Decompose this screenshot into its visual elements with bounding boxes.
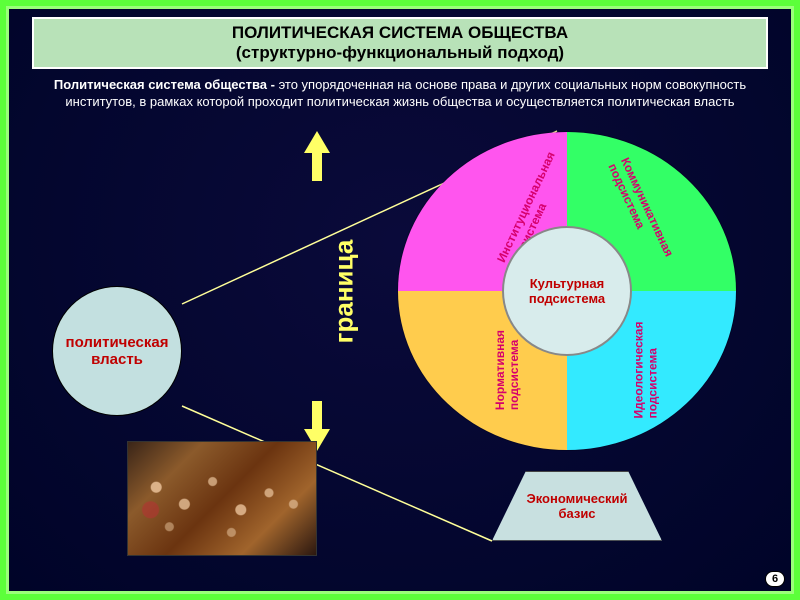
slide-header: ПОЛИТИЧЕСКАЯ СИСТЕМА ОБЩЕСТВА (структурн… xyxy=(32,17,768,69)
economic-base-trapezoid: Экономический базис xyxy=(492,471,662,541)
left-circle-line1: политическая xyxy=(66,334,169,351)
political-power-circle: политическая власть xyxy=(52,286,182,416)
center-line1: Культурная xyxy=(529,276,605,291)
label-normative: Нормативная подсистема xyxy=(493,330,521,410)
center-line2: подсистема xyxy=(529,291,605,306)
left-circle-line2: власть xyxy=(66,351,169,368)
diagram-area: политическая власть граница Инст xyxy=(17,111,783,571)
inner-frame: ПОЛИТИЧЕСКАЯ СИСТЕМА ОБЩЕСТВА (структурн… xyxy=(6,6,794,594)
header-line2: (структурно-функциональный подход) xyxy=(34,43,766,63)
page-number: 6 xyxy=(765,571,785,587)
label-ideological: Идеологическая подсистема xyxy=(631,321,659,418)
definition-bold: Политическая система общества - xyxy=(54,77,279,92)
arrow-up-icon xyxy=(302,131,332,186)
subsystems-diagram: Институциональная подсистема Коммуникати… xyxy=(387,121,747,461)
boundary-label: граница xyxy=(328,239,359,343)
base-line2: базис xyxy=(526,506,627,521)
crowd-photo-placeholder xyxy=(127,441,317,556)
outer-frame: ПОЛИТИЧЕСКАЯ СИСТЕМА ОБЩЕСТВА (структурн… xyxy=(0,0,800,600)
header-line1: ПОЛИТИЧЕСКАЯ СИСТЕМА ОБЩЕСТВА xyxy=(34,23,766,43)
definition-text: Политическая система общества - это упор… xyxy=(17,77,783,111)
cultural-subsystem-circle: Культурная подсистема xyxy=(502,226,632,356)
base-line1: Экономический xyxy=(526,491,627,506)
